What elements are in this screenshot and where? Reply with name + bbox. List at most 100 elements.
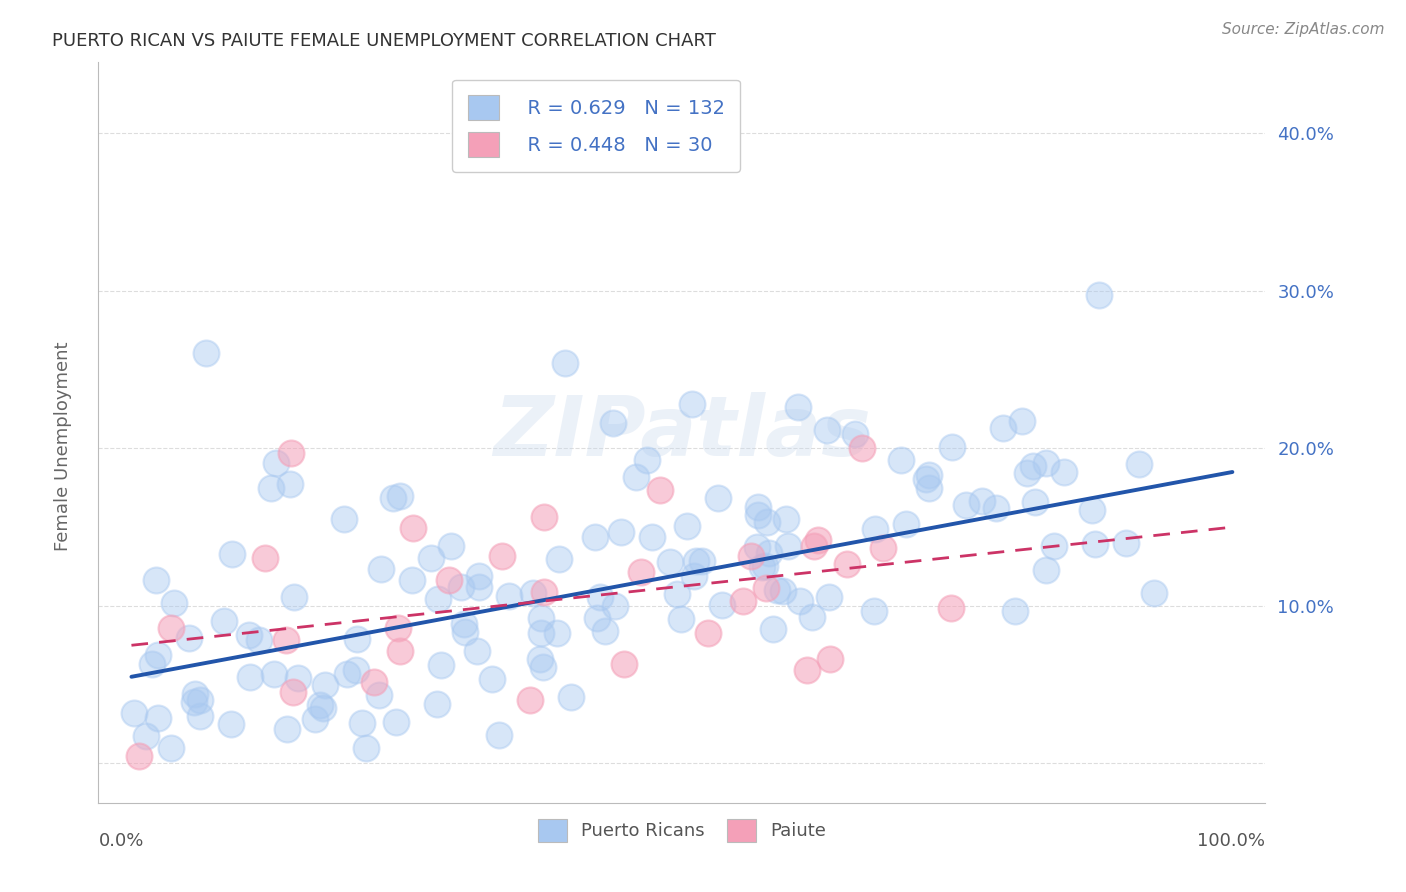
Point xyxy=(468,569,491,583)
Point xyxy=(352,715,374,730)
Text: PUERTO RICAN VS PAIUTE FEMALE UNEMPLOYMENT CORRELATION CHART: PUERTO RICAN VS PAIUTE FEMALE UNEMPLOYME… xyxy=(52,32,716,50)
Point xyxy=(815,423,838,437)
Point xyxy=(141,657,163,672)
Point xyxy=(160,621,183,635)
Point xyxy=(941,440,963,454)
Point xyxy=(1035,456,1057,470)
Point xyxy=(135,729,157,743)
Point xyxy=(1011,414,1033,428)
Point xyxy=(468,580,491,594)
Point xyxy=(309,698,332,712)
Point xyxy=(491,549,513,564)
Point xyxy=(872,541,894,555)
Point xyxy=(283,590,305,604)
Point xyxy=(370,562,392,576)
Point xyxy=(786,400,808,414)
Point xyxy=(363,675,385,690)
Point xyxy=(382,491,405,506)
Point xyxy=(145,574,167,588)
Point xyxy=(851,442,873,456)
Point xyxy=(260,481,283,495)
Point xyxy=(546,626,568,640)
Point xyxy=(190,693,212,707)
Point xyxy=(747,508,769,523)
Point xyxy=(756,515,779,529)
Point xyxy=(697,626,720,640)
Point xyxy=(356,740,378,755)
Point xyxy=(766,583,789,598)
Point xyxy=(818,652,841,666)
Point xyxy=(745,540,768,554)
Point xyxy=(613,657,636,672)
Point xyxy=(426,698,449,712)
Point xyxy=(658,555,681,569)
Point xyxy=(183,696,205,710)
Point xyxy=(527,138,550,153)
Point xyxy=(789,594,811,608)
Point xyxy=(690,554,713,568)
Text: Female Unemployment: Female Unemployment xyxy=(55,342,72,550)
Point xyxy=(214,614,236,628)
Point xyxy=(426,592,449,607)
Point xyxy=(610,525,633,540)
Point xyxy=(488,728,510,742)
Point xyxy=(605,599,627,614)
Point xyxy=(146,648,169,662)
Point xyxy=(586,611,609,625)
Point xyxy=(772,584,794,599)
Point xyxy=(547,551,569,566)
Point xyxy=(917,481,939,495)
Point xyxy=(160,740,183,755)
Point xyxy=(450,580,472,594)
Point xyxy=(589,590,612,604)
Point xyxy=(984,501,1007,516)
Point xyxy=(889,452,911,467)
Point xyxy=(128,748,150,763)
Point xyxy=(671,612,693,626)
Point xyxy=(254,550,277,565)
Point xyxy=(522,586,544,600)
Point xyxy=(263,666,285,681)
Point xyxy=(844,427,866,442)
Point xyxy=(762,622,785,636)
Point xyxy=(685,554,707,568)
Point xyxy=(401,573,423,587)
Text: Source: ZipAtlas.com: Source: ZipAtlas.com xyxy=(1222,22,1385,37)
Point xyxy=(955,498,977,512)
Point xyxy=(188,708,211,723)
Point xyxy=(278,477,301,491)
Point xyxy=(247,632,270,647)
Point xyxy=(1004,604,1026,618)
Point xyxy=(731,594,754,608)
Point xyxy=(939,600,962,615)
Point xyxy=(1081,502,1104,516)
Point xyxy=(602,417,624,431)
Point xyxy=(177,631,200,645)
Point xyxy=(533,510,555,524)
Point xyxy=(593,624,616,638)
Point xyxy=(758,546,780,560)
Point xyxy=(755,581,778,595)
Point xyxy=(519,693,541,707)
Text: 100.0%: 100.0% xyxy=(1198,832,1265,850)
Point xyxy=(835,558,858,572)
Point xyxy=(583,530,606,544)
Point xyxy=(163,595,186,609)
Point xyxy=(754,558,776,573)
Point xyxy=(918,468,941,483)
Point xyxy=(560,690,582,704)
Point xyxy=(801,610,824,624)
Point xyxy=(807,533,830,548)
Point xyxy=(437,573,460,587)
Point xyxy=(1128,458,1150,472)
Point xyxy=(796,663,818,677)
Point xyxy=(1035,562,1057,576)
Point xyxy=(481,672,503,686)
Point xyxy=(530,625,553,640)
Point xyxy=(533,660,555,674)
Point xyxy=(707,491,730,505)
Point xyxy=(333,512,356,526)
Point xyxy=(1084,537,1107,551)
Point xyxy=(419,550,441,565)
Point xyxy=(775,512,797,526)
